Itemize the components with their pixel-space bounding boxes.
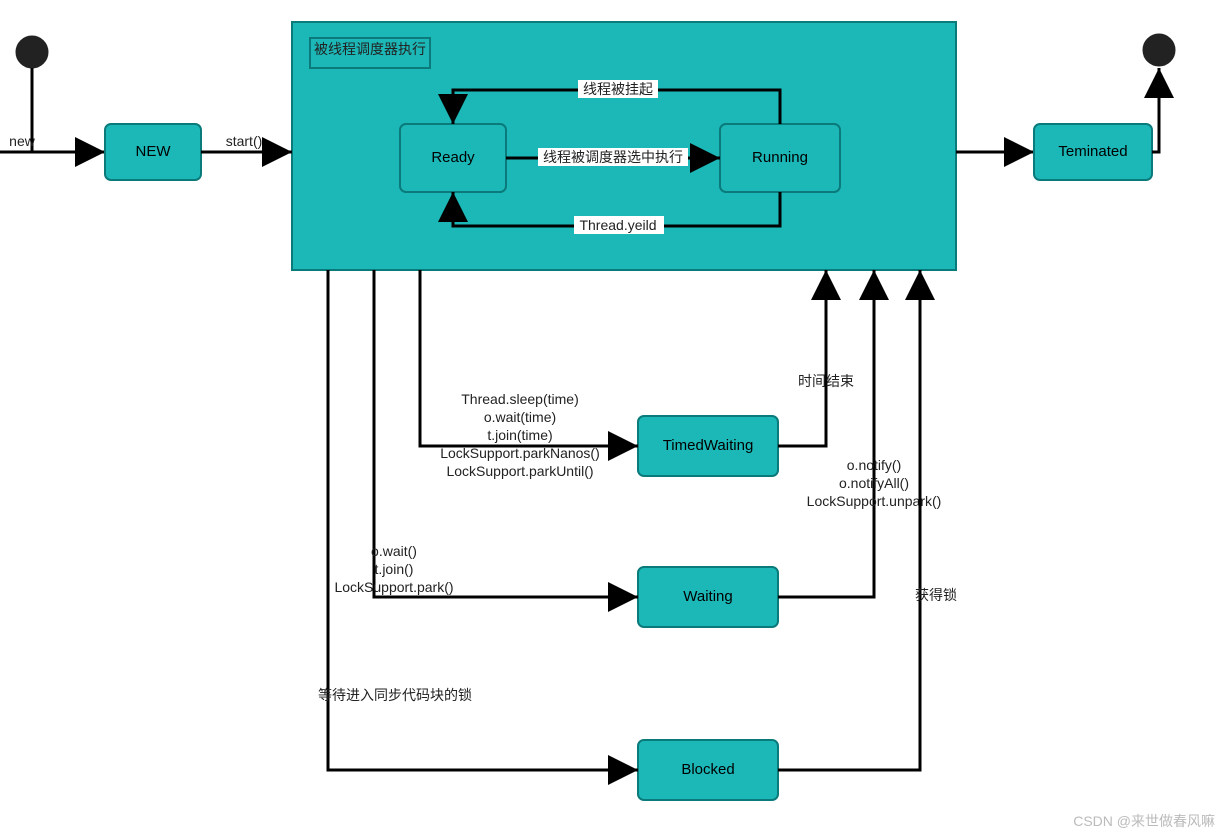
label-sync: 等待进入同步代码块的锁 [318,687,472,703]
start-node [16,36,48,68]
label-wait-0: o.wait() [371,543,417,559]
node-timedwaiting-label: TimedWaiting [663,437,754,454]
node-running-label: Running [752,149,808,166]
label-wait-1: t.join() [375,561,414,577]
state-diagram: 被线程调度器执行 new NEW start() Ready Running 线… [0,0,1230,837]
container-title: 被线程调度器执行 [314,41,426,57]
label-notify-1: o.notifyAll() [839,475,909,491]
label-timed-2: t.join(time) [487,427,552,443]
node-blocked-label: Blocked [681,761,734,778]
label-time-end: 时间结束 [798,373,854,389]
edge-timed-back [778,270,826,446]
label-start: start() [226,133,263,149]
node-ready-label: Ready [431,149,475,166]
node-waiting-label: Waiting [683,588,732,605]
label-suspend: 线程被挂起 [583,81,653,97]
watermark: CSDN @来世做春风嘛 [1073,813,1215,829]
label-timed-0: Thread.sleep(time) [461,391,579,407]
label-timed-4: LockSupport.parkUntil() [446,463,593,479]
label-notify-0: o.notify() [847,457,901,473]
label-timed-1: o.wait(time) [484,409,556,425]
label-new: new [9,133,36,149]
end-node [1143,34,1175,66]
node-terminated-label: Teminated [1058,143,1127,160]
label-wait-2: LockSupport.park() [334,579,453,595]
label-timed-3: LockSupport.parkNanos() [440,445,600,461]
label-selected: 线程被调度器选中执行 [543,149,683,165]
label-got-lock: 获得锁 [915,587,957,603]
node-new-label: NEW [136,143,172,160]
edge-terminated-end [1152,68,1159,152]
edge-blocked-back [778,270,920,770]
label-yield: Thread.yeild [579,217,656,233]
